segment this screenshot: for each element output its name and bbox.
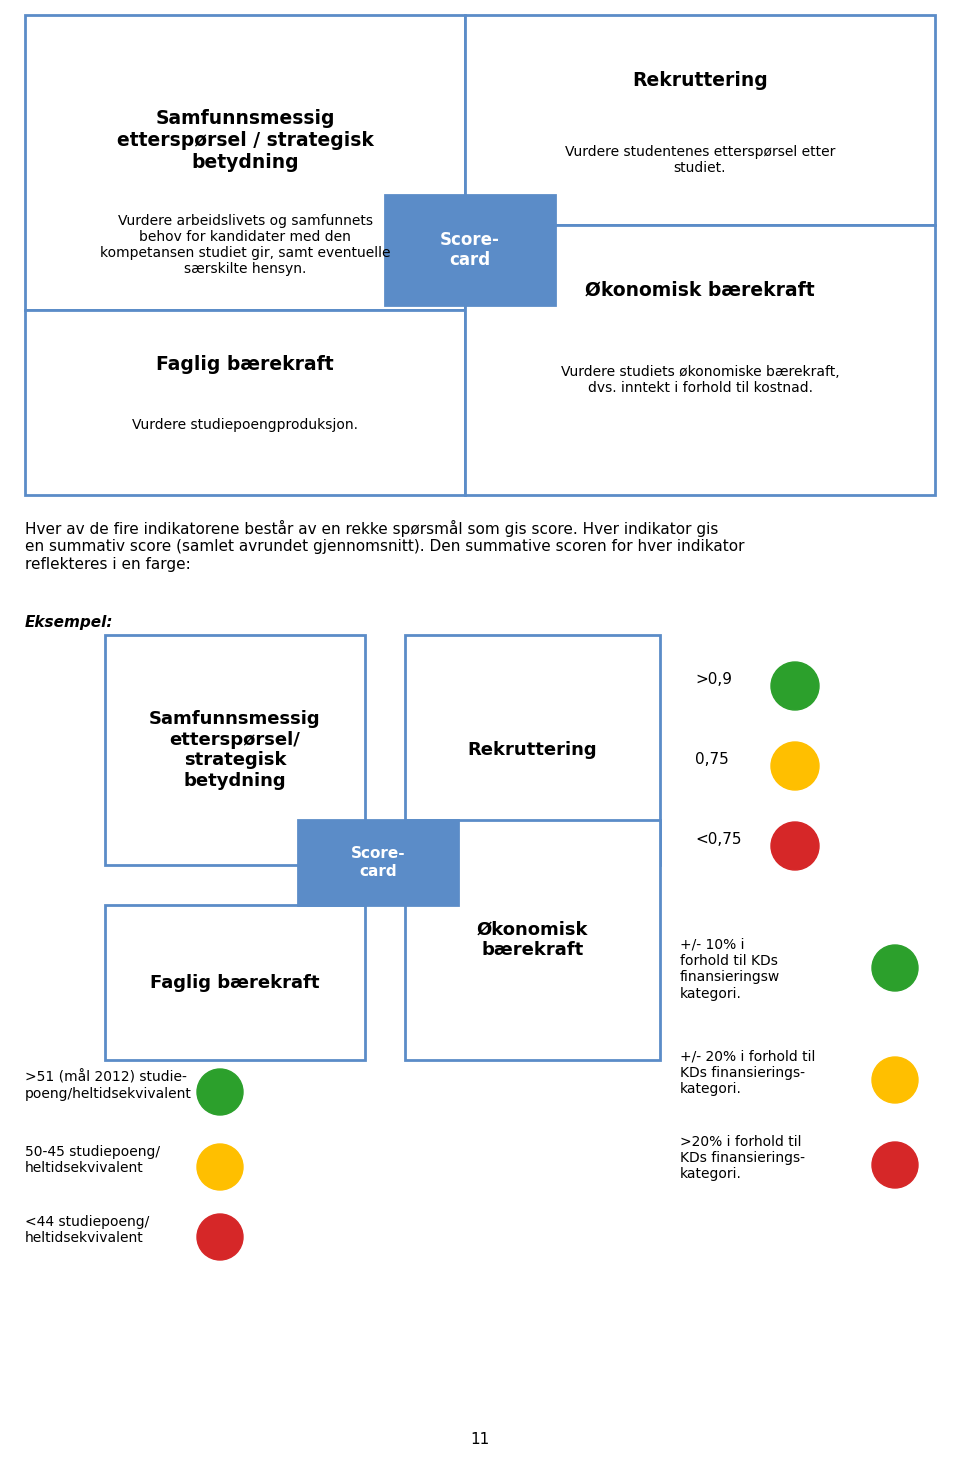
Text: Eksempel:: Eksempel: [25, 614, 113, 631]
Bar [105, 635, 365, 865]
Text: Samfunnsmessig
etterspørsel/
strategisk
betydning: Samfunnsmessig etterspørsel/ strategisk … [149, 710, 321, 790]
Text: Vurdere arbeidslivets og samfunnets
behov for kandidater med den
kompetansen stu: Vurdere arbeidslivets og samfunnets beho… [100, 214, 391, 277]
Circle shape [872, 1056, 918, 1103]
Circle shape [771, 822, 819, 870]
Text: >51 (mål 2012) studie-
poeng/heltidsekvivalent: >51 (mål 2012) studie- poeng/heltidsekvi… [25, 1069, 192, 1100]
Bar [385, 195, 555, 304]
Text: +/- 10% i
forhold til KDs
finansieringsw
kategori.: +/- 10% i forhold til KDs finansieringsw… [680, 938, 780, 1001]
Text: >20% i forhold til
KDs finansierings-
kategori.: >20% i forhold til KDs finansierings- ka… [680, 1135, 805, 1182]
Text: Samfunnsmessig
etterspørsel / strategisk
betydning: Samfunnsmessig etterspørsel / strategisk… [116, 108, 373, 171]
Text: <0,75: <0,75 [695, 832, 741, 847]
Text: 0,75: 0,75 [695, 752, 729, 768]
Bar [465, 15, 935, 225]
Text: +/- 20% i forhold til
KDs finansierings-
kategori.: +/- 20% i forhold til KDs finansierings-… [680, 1050, 815, 1096]
Text: Rekruttering: Rekruttering [468, 740, 597, 759]
Text: Økonomisk bærekraft: Økonomisk bærekraft [586, 281, 815, 300]
Text: 50-45 studiepoeng/
heltidsekvivalent: 50-45 studiepoeng/ heltidsekvivalent [25, 1146, 160, 1175]
Text: 11: 11 [470, 1432, 490, 1447]
Text: Score-
card: Score- card [440, 231, 500, 269]
Text: Vurdere studiets økonomiske bærekraft,
dvs. inntekt i forhold til kostnad.: Vurdere studiets økonomiske bærekraft, d… [561, 364, 839, 395]
Bar [405, 635, 660, 865]
Bar [298, 819, 458, 906]
Bar [25, 15, 465, 310]
Text: Rekruttering: Rekruttering [632, 70, 768, 89]
Text: Hver av de fire indikatorene består av en rekke spørsmål som gis score. Hver ind: Hver av de fire indikatorene består av e… [25, 519, 745, 572]
Bar [465, 225, 935, 494]
Circle shape [197, 1144, 243, 1189]
Text: >0,9: >0,9 [695, 673, 732, 688]
Circle shape [872, 945, 918, 990]
Text: Økonomisk
bærekraft: Økonomisk bærekraft [477, 920, 588, 960]
Circle shape [872, 1143, 918, 1188]
Text: <44 studiepoeng/
heltidsekvivalent: <44 studiepoeng/ heltidsekvivalent [25, 1214, 149, 1245]
Text: Vurdere studiepoengproduksjon.: Vurdere studiepoengproduksjon. [132, 418, 358, 432]
Text: Faglig bærekraft: Faglig bærekraft [156, 356, 334, 375]
Bar [405, 819, 660, 1061]
Bar [25, 310, 465, 494]
Text: Score-
card: Score- card [350, 846, 405, 879]
Circle shape [197, 1214, 243, 1260]
Circle shape [771, 661, 819, 710]
Circle shape [197, 1069, 243, 1115]
Bar [105, 906, 365, 1061]
Circle shape [771, 742, 819, 790]
Text: Vurdere studentenes etterspørsel etter
studiet.: Vurdere studentenes etterspørsel etter s… [564, 145, 835, 176]
Text: Faglig bærekraft: Faglig bærekraft [151, 973, 320, 992]
